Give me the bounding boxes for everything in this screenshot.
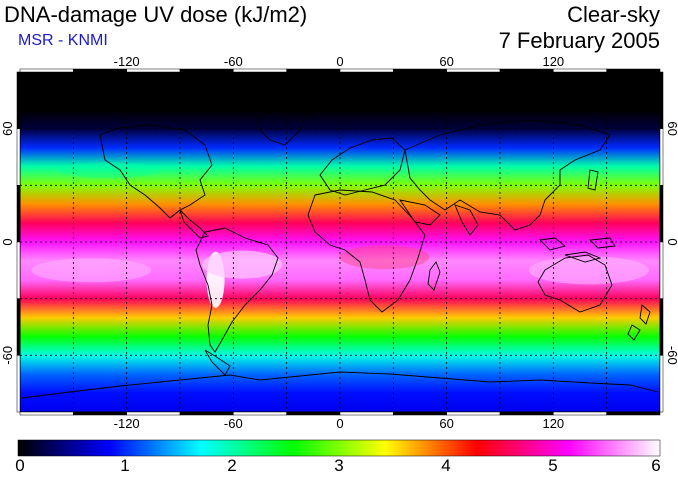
frame-bar	[499, 411, 554, 416]
colorbar-label: 0	[15, 456, 25, 475]
map-date: 7 February 2005	[498, 28, 660, 53]
frame-bar	[16, 355, 21, 413]
frame-bar	[393, 68, 447, 73]
frame-bar	[16, 185, 21, 243]
colorbar-label: 5	[548, 456, 558, 475]
lon-tick-top: 120	[542, 54, 564, 69]
map-subtitle: MSR - KNMI	[18, 32, 108, 49]
frame-bar	[659, 241, 664, 299]
frame-bar	[19, 68, 74, 73]
frame-bar	[446, 411, 501, 416]
frame-bar	[126, 68, 181, 73]
frame-bar	[19, 411, 74, 416]
dose-anomaly	[202, 250, 283, 279]
dose-anomaly	[528, 256, 649, 285]
lat-tick-right: -60	[665, 346, 678, 365]
coastlines	[21, 107, 659, 399]
lon-tick-bottom: -120	[114, 416, 140, 431]
lon-tick-top: -120	[114, 54, 140, 69]
frame-bar	[73, 411, 127, 416]
lon-tick-top: -60	[224, 54, 243, 69]
sky-condition: Clear-sky	[567, 2, 660, 27]
lat-tick-left: 0	[0, 238, 15, 245]
frame-bar	[339, 68, 394, 73]
frame-bar	[16, 71, 21, 129]
dose-anomaly	[31, 258, 152, 283]
grid-lines	[20, 72, 660, 412]
frame-bar	[659, 298, 664, 356]
colorbar-label: 1	[120, 456, 130, 475]
regional-dose-anomalies	[31, 162, 649, 308]
frame-bar	[179, 411, 234, 416]
frame-bar	[393, 411, 447, 416]
frame-bar	[233, 68, 287, 73]
frame-bar	[233, 411, 287, 416]
axis-tick-labels: -120 -120 -60 -60 0 0 60 60 120 120 60 60 0 0 -60 -60	[0, 54, 678, 431]
map-title: DNA-damage UV dose (kJ/m2)	[4, 2, 308, 27]
lon-tick-bottom: -60	[224, 416, 243, 431]
dose-anomaly	[58, 162, 159, 179]
frame-bar	[286, 411, 341, 416]
lon-tick-bottom: 120	[542, 416, 564, 431]
frame-bar	[126, 411, 181, 416]
lat-tick-right: 60	[665, 121, 678, 135]
lon-tick-bottom: 0	[336, 416, 343, 431]
frame-bar	[659, 71, 664, 129]
lat-tick-left: -60	[0, 346, 15, 365]
frame-bar	[606, 68, 661, 73]
lat-tick-right: 0	[665, 238, 678, 245]
frame-bar	[179, 68, 234, 73]
colorbar	[17, 439, 661, 457]
frame-bar	[659, 185, 664, 243]
colorbar-label: 3	[334, 456, 344, 475]
colorbar-label: 2	[227, 456, 237, 475]
frame-bar	[16, 298, 21, 356]
lon-tick-top: 60	[439, 54, 453, 69]
dose-anomaly	[339, 245, 430, 270]
frame-bar	[73, 68, 127, 73]
frame-bar	[16, 241, 21, 299]
frame-bar	[286, 68, 341, 73]
lat-tick-left: 60	[0, 121, 15, 135]
frame-bar	[499, 68, 554, 73]
lon-tick-bottom: 60	[439, 416, 453, 431]
frame-bar	[16, 128, 21, 186]
colorbar-label: 4	[441, 456, 451, 475]
frame-bar	[553, 411, 607, 416]
lon-tick-top: 0	[336, 54, 343, 69]
frame-bar	[659, 355, 664, 413]
frame-bar	[553, 68, 607, 73]
frame-bar	[339, 411, 394, 416]
colorbar-label: 6	[651, 456, 661, 475]
frame-bar	[606, 411, 661, 416]
frame-scale-bars	[16, 68, 664, 416]
frame-bar	[446, 68, 501, 73]
frame-bar	[659, 128, 664, 186]
